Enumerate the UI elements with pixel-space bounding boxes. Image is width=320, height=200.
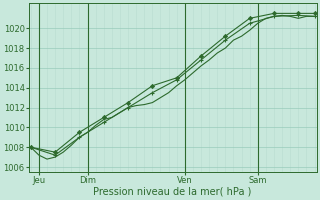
X-axis label: Pression niveau de la mer( hPa ): Pression niveau de la mer( hPa ) bbox=[93, 187, 252, 197]
